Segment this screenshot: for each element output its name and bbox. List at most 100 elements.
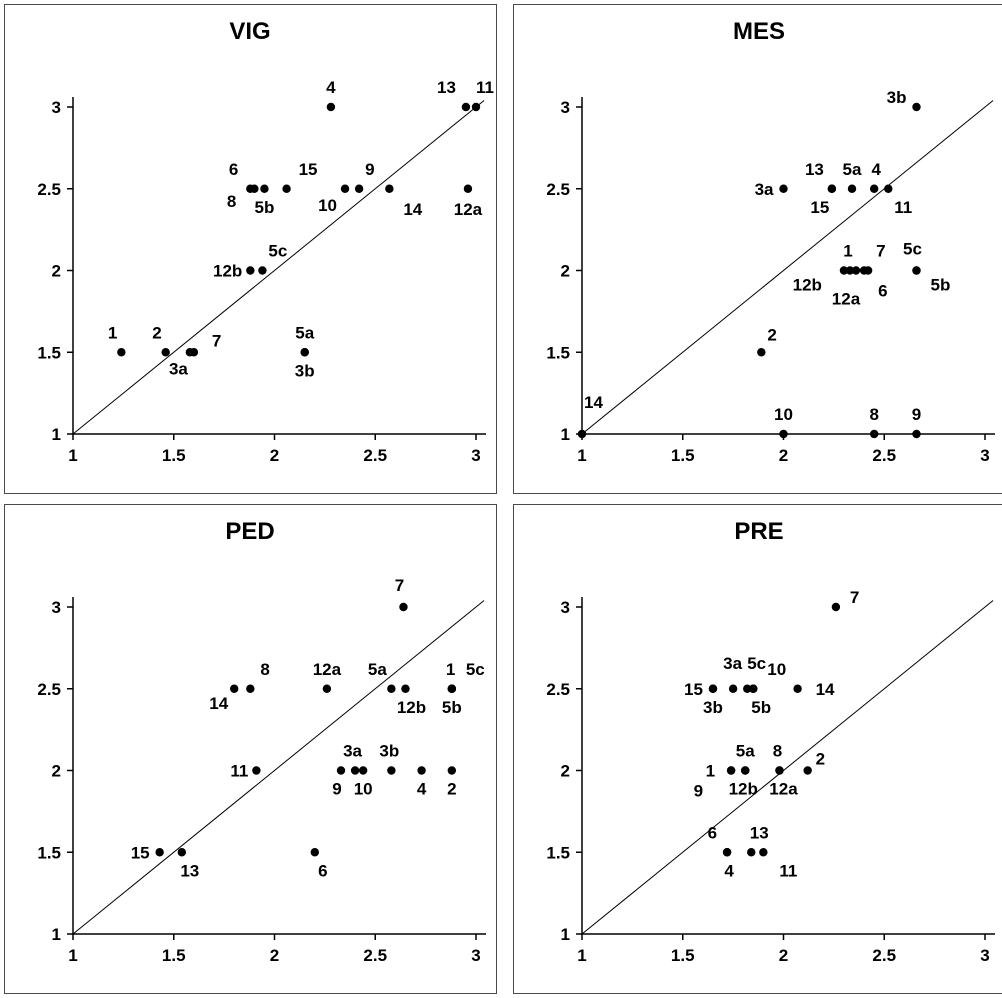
point-label: 1 — [843, 242, 852, 261]
point-label: 5b — [930, 276, 950, 295]
point-label: 3a — [169, 359, 188, 378]
point-label: 2 — [767, 325, 776, 344]
point-label: 12b — [213, 262, 242, 281]
x-tick-label: 2.5 — [872, 946, 896, 965]
point-label: 5b — [442, 698, 462, 717]
data-point — [399, 602, 408, 612]
data-point — [912, 429, 921, 439]
data-point — [447, 766, 457, 775]
data-point — [385, 184, 394, 193]
data-point — [803, 766, 812, 775]
point-label: 12b — [793, 276, 822, 295]
y-tick-label: 2.5 — [546, 180, 570, 199]
data-point — [793, 684, 802, 693]
data-point — [851, 266, 861, 275]
point-label: 8 — [869, 405, 878, 424]
chart-panel-mes: MES 1 1.5 2 2.5 3 1 1.5 2 2.5 3 14 10 8 9 2 12b 12a 1 6 7 5c 5… — [513, 4, 1002, 494]
point-label: 14 — [209, 694, 228, 713]
x-tick-label: 2.5 — [363, 946, 387, 965]
y-tick-label: 2 — [561, 762, 570, 781]
reference-line — [72, 600, 485, 935]
data-point — [336, 766, 346, 775]
data-point — [250, 184, 259, 193]
point-label: 12a — [454, 200, 483, 219]
x-tick-label: 2.5 — [363, 446, 387, 465]
point-label: 5b — [751, 698, 771, 717]
data-point — [387, 766, 396, 775]
point-label: 5c — [903, 240, 922, 259]
x-tick-label: 1.5 — [162, 946, 186, 965]
data-point — [246, 684, 255, 693]
point-label: 2 — [447, 780, 456, 799]
point-label: 11 — [230, 762, 248, 781]
point-label: 10 — [767, 660, 786, 679]
chart-title: PED — [225, 518, 274, 545]
data-point — [358, 766, 368, 775]
point-label: 14 — [816, 680, 835, 699]
scatter-plot-mes: MES 1 1.5 2 2.5 3 1 1.5 2 2.5 3 14 10 8 9 2 12b 12a 1 6 7 5c 5… — [546, 18, 995, 465]
data-point — [839, 266, 849, 275]
data-point — [759, 848, 768, 857]
point-label: 7 — [212, 331, 221, 350]
point-label: 14 — [403, 200, 422, 219]
point-label: 10 — [354, 780, 373, 799]
y-tick-label: 3 — [52, 598, 61, 617]
data-point — [869, 429, 879, 439]
y-tick-label: 3 — [561, 598, 570, 617]
x-tick-label: 2.5 — [872, 446, 896, 465]
point-label: 3b — [703, 698, 723, 717]
point-label: 2 — [152, 323, 161, 342]
data-point — [779, 429, 788, 439]
data-point — [189, 348, 199, 357]
point-label: 9 — [332, 780, 341, 799]
point-label: 5c — [747, 654, 766, 673]
data-point — [322, 684, 332, 693]
point-label: 13 — [805, 160, 824, 179]
point-label: 12a — [769, 780, 798, 799]
point-label: 12b — [729, 780, 758, 799]
point-label: 8 — [773, 742, 782, 761]
point-label: 3a — [755, 180, 774, 199]
data-point — [117, 348, 126, 357]
data-point — [340, 184, 350, 193]
point-label: 8 — [260, 660, 269, 679]
point-label: 12a — [313, 660, 342, 679]
point-label: 3b — [379, 742, 399, 761]
chart-title: VIG — [229, 18, 270, 45]
point-label: 12b — [397, 698, 426, 717]
x-tick-label: 3 — [471, 446, 480, 465]
data-point — [779, 184, 788, 193]
point-label: 4 — [871, 160, 881, 179]
point-label: 9 — [365, 160, 374, 179]
chart-panel-ped: PED 1 1.5 2 2.5 3 1 1.5 2 2.5 3 15 13 6 11 9 3a 10 3b 4 2 14 8… — [4, 504, 497, 994]
reference-line — [72, 100, 485, 435]
point-label: 10 — [318, 196, 337, 215]
point-label: 3b — [295, 361, 315, 380]
point-label: 7 — [395, 576, 404, 595]
data-point — [912, 266, 921, 275]
data-point — [743, 684, 752, 693]
data-point — [230, 684, 239, 693]
reference-line — [581, 600, 994, 935]
y-tick-label: 1 — [52, 925, 61, 944]
point-label: 7 — [876, 242, 885, 261]
y-tick-label: 2 — [52, 762, 61, 781]
x-tick-label: 3 — [980, 446, 989, 465]
point-label: 5c — [268, 242, 287, 261]
x-tick-label: 1 — [577, 946, 586, 965]
point-label: 11 — [894, 198, 912, 217]
y-tick-label: 1.5 — [37, 843, 61, 862]
data-point — [246, 266, 255, 275]
data-point — [831, 602, 841, 612]
data-point — [252, 766, 261, 775]
x-tick-label: 2 — [270, 446, 279, 465]
point-label: 14 — [584, 393, 603, 412]
data-point — [161, 348, 170, 357]
x-tick-label: 3 — [471, 946, 480, 965]
point-label: 12a — [832, 290, 861, 309]
point-label: 5a — [736, 742, 755, 761]
data-point — [350, 766, 360, 775]
point-label: 6 — [229, 160, 238, 179]
x-tick-label: 3 — [980, 946, 989, 965]
point-label: 5a — [368, 660, 387, 679]
